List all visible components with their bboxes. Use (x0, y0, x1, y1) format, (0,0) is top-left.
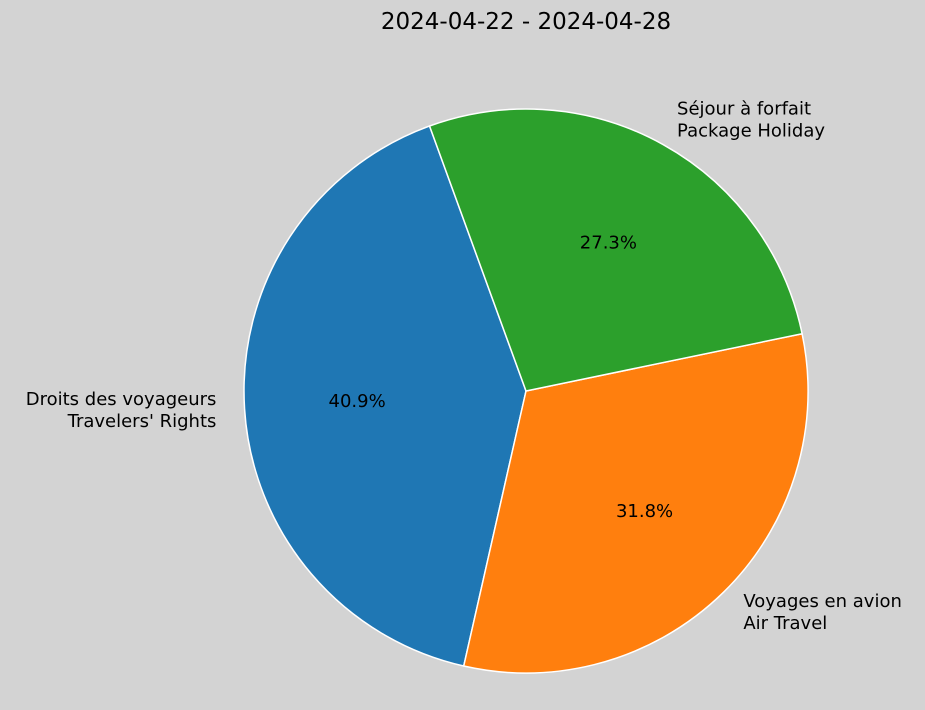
pie-slice-air-travel (462, 332, 809, 674)
slice-label-package-holiday: Séjour à forfait Package Holiday (677, 99, 825, 142)
slice-label-travelers-rights: Droits des voyageurs Travelers' Rights (26, 389, 217, 432)
slice-label-fr: Séjour à forfait (677, 99, 811, 120)
pie-slice-package-holiday (428, 108, 803, 392)
pct-label-air-travel: 31.8% (616, 501, 673, 522)
chart-title: 2024-04-22 - 2024-04-28 (381, 9, 671, 35)
slice-label-en: Air Travel (743, 613, 827, 634)
pie-slice-travelers-rights (243, 125, 527, 667)
slice-label-air-travel: Voyages en avion Air Travel (743, 591, 902, 634)
slice-label-fr: Voyages en avion (743, 591, 902, 612)
pct-label-package-holiday: 27.3% (580, 233, 637, 254)
slice-label-en: Travelers' Rights (67, 411, 217, 432)
slice-label-fr: Droits des voyageurs (26, 389, 217, 410)
pct-label-travelers-rights: 40.9% (329, 391, 386, 412)
pie-labels: 40.9% Droits des voyageurs Travelers' Righ… (26, 99, 902, 634)
pie-wedges (243, 108, 809, 674)
slice-label-en: Package Holiday (677, 121, 825, 142)
